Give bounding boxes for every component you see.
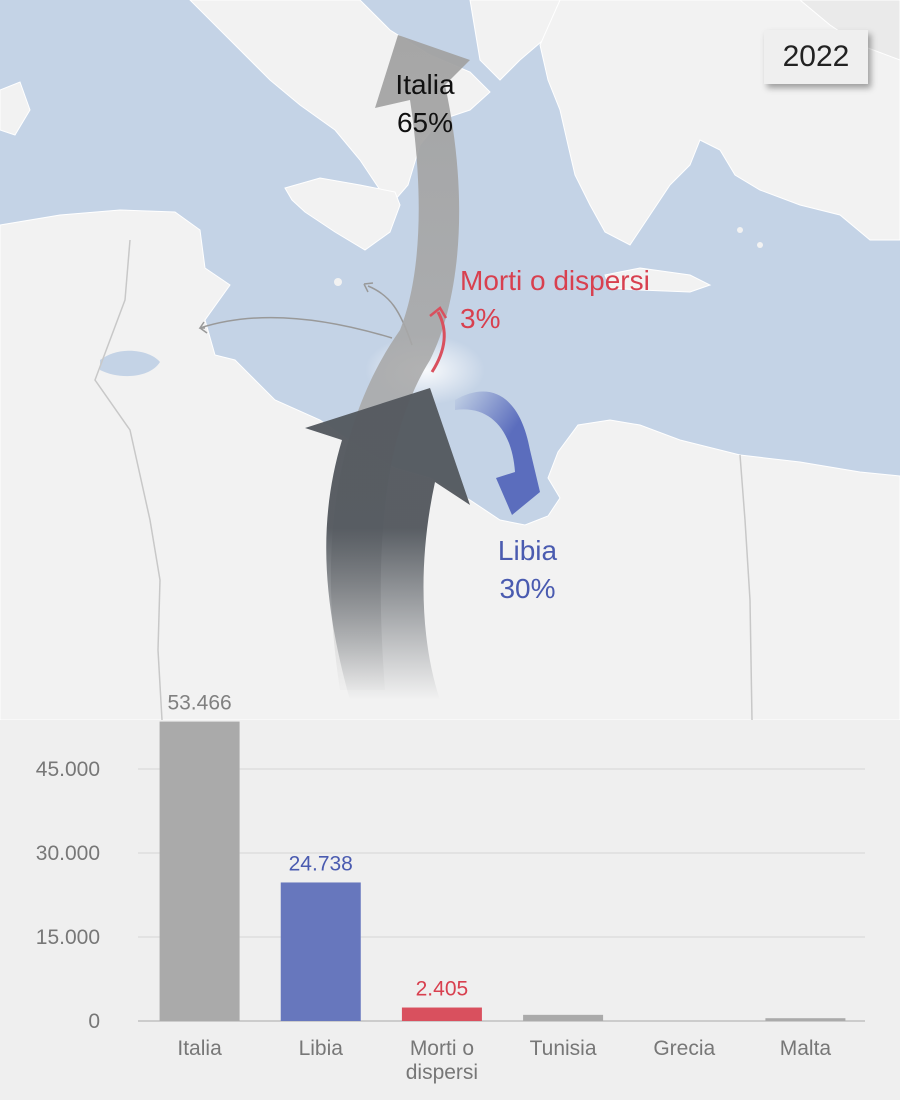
x-tick-label: Morti o dispersi (406, 1037, 478, 1084)
tunisia-flow-arrow (199, 316, 393, 339)
libia-flow-label: Libia 30% (470, 532, 585, 608)
bar-italia (159, 721, 240, 1021)
bar-chart: 0 15.000 30.000 45.000 53.466 24.738 2.405 It… (36, 692, 865, 1084)
y-tick-label: 0 (88, 1010, 100, 1033)
crete-land (604, 267, 712, 293)
gulf-of-gabes (100, 350, 160, 377)
y-tick-label: 30.000 (36, 842, 100, 865)
bar-tunisia (523, 1014, 604, 1021)
morti-flow-label: Morti o dispersi 3% (460, 262, 650, 338)
north-africa-land (0, 209, 900, 720)
bar-morti-o-dispersi (401, 1007, 482, 1021)
y-tick-label: 45.000 (36, 758, 100, 781)
morti-flow-name: Morti o dispersi (460, 265, 650, 296)
x-tick-label: Malta (780, 1037, 832, 1060)
grid-lines (138, 768, 865, 1022)
border-line (739, 454, 753, 720)
italia-flow-pct: 65% (396, 107, 454, 138)
data-label: 24.738 (289, 852, 353, 875)
sardinia-land (0, 81, 31, 136)
year-badge: 2022 (764, 30, 868, 84)
x-axis: Italia Libia Morti o dispersi Tunisia Grecia M… (177, 1037, 831, 1084)
x-tick-label: Tunisia (530, 1037, 597, 1060)
x-tick-label: Libia (299, 1037, 344, 1060)
island (757, 242, 763, 248)
data-label: 2.405 (416, 978, 469, 1001)
border-line (94, 239, 163, 720)
morti-flow-pct: 3% (460, 303, 501, 334)
data-label: 53.466 (167, 692, 231, 715)
island (44, 326, 52, 334)
italy-heel (469, 0, 561, 81)
island (334, 278, 342, 286)
sicily-land (284, 177, 401, 251)
island (737, 227, 743, 233)
bars: 53.466 24.738 2.405 (159, 692, 846, 1021)
y-axis: 0 15.000 30.000 45.000 (36, 758, 100, 1033)
y-tick-label: 15.000 (36, 926, 100, 949)
mediterranean-map (0, 0, 900, 720)
morti-flow-arrow (430, 311, 446, 373)
libia-flow-pct: 30% (499, 573, 556, 604)
libia-flow-arrow (455, 391, 540, 515)
italia-flow-name: Italia (395, 69, 455, 100)
bar-malta (765, 1018, 846, 1021)
libia-return-arrow (305, 388, 470, 700)
bar-libia (280, 882, 361, 1021)
x-tick-label: Italia (177, 1037, 222, 1060)
x-tick-label: Grecia (653, 1037, 715, 1060)
italia-flow-label: Italia 65% (380, 66, 470, 142)
libia-flow-name: Libia (497, 535, 558, 566)
